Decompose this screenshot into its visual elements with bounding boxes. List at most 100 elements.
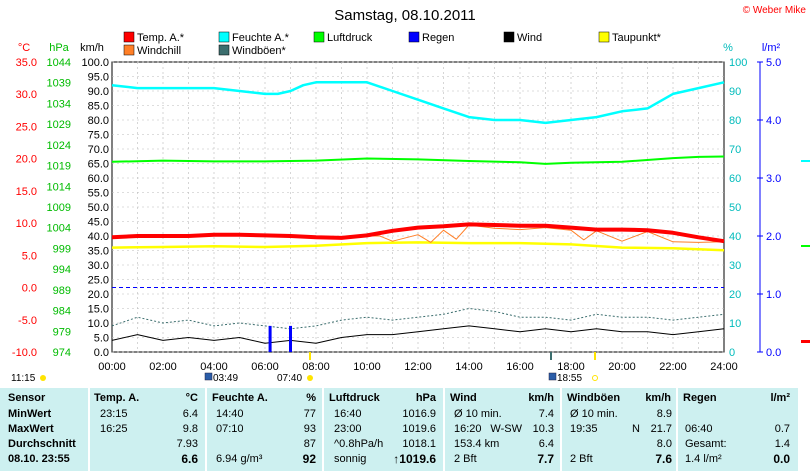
humidity-line xyxy=(111,81,725,125)
temp-line xyxy=(111,222,725,244)
time-tick-label: 08:00 xyxy=(302,361,330,373)
wind-tick-label: 85.0 xyxy=(88,101,109,113)
wind-tick-label: 5.0 xyxy=(94,333,109,345)
rain-tick-label: 2.0 xyxy=(766,231,781,243)
pressure-line xyxy=(111,155,725,165)
stats-panel: Sensor Temp. A. °C Feuchte A.% Luftdruck hPa W… xyxy=(0,388,798,471)
press-value: ↑1019.6 xyxy=(393,452,436,466)
wind-value: 7.7 xyxy=(537,452,554,466)
time-tick-label: 06:00 xyxy=(251,361,279,373)
rain-info: 06:40 xyxy=(685,423,713,435)
temp-tick-label: -5.0 xyxy=(18,315,37,327)
wind-tick-label: 75.0 xyxy=(88,130,109,142)
hum-value: 87 xyxy=(303,438,316,450)
wind-value: 10.3 xyxy=(532,423,554,435)
header-gust: Windböen xyxy=(567,392,621,404)
time-tick-label: 10:00 xyxy=(353,361,381,373)
header-hum: Feuchte A. xyxy=(212,392,268,404)
legend-swatch xyxy=(218,31,230,43)
temp-value: 6.4 xyxy=(182,408,198,420)
edge-humidity-mark xyxy=(801,160,810,162)
humidity-tick-label: 30 xyxy=(729,260,741,272)
rain-value: 0.7 xyxy=(774,423,790,435)
wind-tick-label: 50.0 xyxy=(88,202,109,214)
column-separator xyxy=(205,388,207,471)
legend-label: Windböen* xyxy=(232,45,287,57)
wind-tick-label: 35.0 xyxy=(88,246,109,258)
header-wind: Wind xyxy=(450,392,477,404)
rain-tick-label: 4.0 xyxy=(766,115,781,127)
humidity-axis-unit: % xyxy=(723,42,733,54)
temp-value: 6.6 xyxy=(181,452,198,466)
rain-value: 1.4 xyxy=(774,438,790,450)
header-hum-unit: % xyxy=(306,392,316,404)
gust-value: 21.7 xyxy=(650,423,672,435)
wind-tick-label: 20.0 xyxy=(88,289,109,301)
temp-tick-label: -10.0 xyxy=(12,347,37,359)
time-tick-label: 22:00 xyxy=(659,361,687,373)
pressure-tick-label: 1024 xyxy=(47,140,71,152)
header-temp: Temp. A. xyxy=(94,392,140,404)
wind-tick-label: 40.0 xyxy=(88,231,109,243)
wind-tick-label: 100.0 xyxy=(81,57,109,69)
dewpoint-line xyxy=(111,241,725,252)
rain-bar xyxy=(289,325,292,352)
pressure-tick-label: 1019 xyxy=(47,161,71,173)
edge-pressure-mark xyxy=(801,245,810,247)
humidity-tick-label: 50 xyxy=(729,202,741,214)
pressure-tick-label: 984 xyxy=(53,306,71,318)
legend-swatch xyxy=(123,31,135,43)
legend-swatch xyxy=(123,44,135,56)
humidity-tick-label: 60 xyxy=(729,173,741,185)
press-time: 23:00 xyxy=(334,423,362,435)
gust-info: 19:35 xyxy=(570,423,598,435)
wind-tick-label: 90.0 xyxy=(88,86,109,98)
humidity-tick-label: 20 xyxy=(729,289,741,301)
wind-value: 6.4 xyxy=(538,438,554,450)
legend-label: Luftdruck xyxy=(327,32,373,44)
wind-tick-label: 60.0 xyxy=(88,173,109,185)
time-tick-label: 18:00 xyxy=(557,361,585,373)
pressure-tick-label: 999 xyxy=(53,243,71,255)
legend-swatch xyxy=(218,44,230,56)
pressure-tick-label: 974 xyxy=(53,347,71,359)
legend-swatch xyxy=(408,31,420,43)
pressure-tick-label: 979 xyxy=(53,326,71,338)
gust-direction: N xyxy=(632,423,640,435)
gust-info: Ø 10 min. xyxy=(570,408,618,420)
sunset-circle-icon xyxy=(592,375,598,381)
legend-label: Feuchte A.* xyxy=(232,32,290,44)
wind-tick-label: 55.0 xyxy=(88,188,109,200)
rain-tick-label: 1.0 xyxy=(766,289,781,301)
column-separator xyxy=(560,388,562,471)
wind-direction: W-SW xyxy=(490,423,522,435)
hum-value: 92 xyxy=(302,452,316,466)
header-sensor: Sensor xyxy=(8,392,46,404)
rain-tick-label: 0.0 xyxy=(766,347,781,359)
legend-label: Regen xyxy=(422,32,454,44)
gust-line xyxy=(111,308,725,330)
time-tick-label: 16:00 xyxy=(506,361,534,373)
time-tick-label: 24:00 xyxy=(710,361,738,373)
rain-info: Gesamt: xyxy=(685,438,727,450)
sunrise-icon xyxy=(204,372,213,381)
press-time: sonnig xyxy=(334,453,367,465)
row-label: Durchschnitt xyxy=(8,438,76,450)
legend-swatch xyxy=(598,31,610,43)
chart-title: Samstag, 08.10.2011 xyxy=(334,7,476,24)
press-value: 1018.1 xyxy=(402,438,436,450)
press-value: 1016.9 xyxy=(402,408,436,420)
wind-value: 7.4 xyxy=(538,408,554,420)
temp-tick-label: 0.0 xyxy=(22,283,37,295)
pressure-tick-label: 989 xyxy=(53,285,71,297)
wind-axis-unit: km/h xyxy=(80,42,104,54)
rain-value: 0.0 xyxy=(773,452,790,466)
time-tick-label: 12:00 xyxy=(404,361,432,373)
column-separator xyxy=(88,388,90,471)
time-tick-label: 02:00 xyxy=(149,361,177,373)
temp-tick-label: 15.0 xyxy=(16,186,37,198)
rain-tick-label: 3.0 xyxy=(766,173,781,185)
column-separator xyxy=(322,388,324,471)
legend-label: Wind xyxy=(517,32,542,44)
time-tick-label: 20:00 xyxy=(608,361,636,373)
